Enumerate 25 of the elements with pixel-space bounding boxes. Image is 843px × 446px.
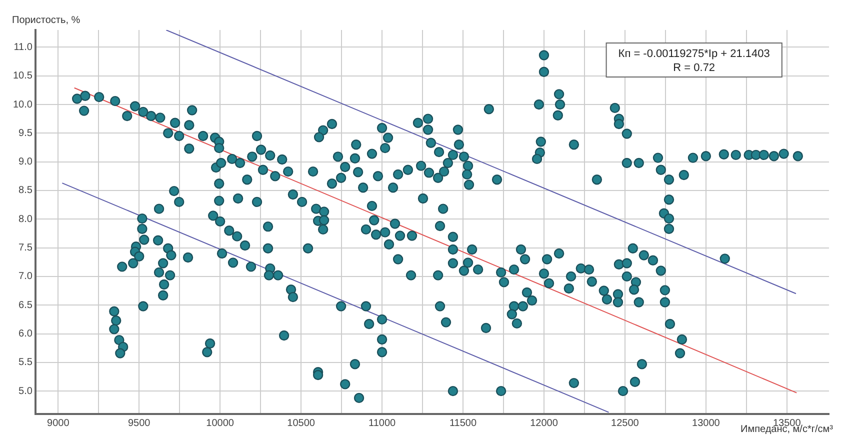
y-axis-title: Пористость, %: [12, 14, 80, 26]
x-tick-label: 11000: [368, 418, 396, 429]
y-tick-label: 5.5: [18, 357, 33, 368]
y-tick-label: 10.5: [12, 70, 33, 82]
y-tick-label: 6.0: [18, 328, 33, 340]
x-tick-label: 12500: [611, 418, 640, 429]
x-tick-label: 9000: [47, 418, 70, 429]
x-tick-label: 9500: [128, 418, 151, 429]
x-tick-label: 10000: [206, 418, 234, 429]
y-tick-label: 8.5: [18, 185, 33, 196]
x-tick-label: 10500: [287, 418, 316, 429]
y-tick-label: 11.0: [14, 42, 33, 53]
y-tick-label: 6.5: [18, 300, 33, 311]
y-tick-label: 7.0: [18, 271, 33, 282]
y-tick-label: 5.0: [18, 386, 33, 397]
annotation: R = 0.72: [673, 62, 716, 74]
x-tick-label: 13000: [692, 418, 720, 429]
y-tick-label: 9.5: [18, 128, 33, 139]
x-tick-label: 12000: [530, 418, 558, 429]
x-tick-label: 11500: [449, 418, 477, 429]
y-tick-label: 9.0: [18, 156, 33, 168]
y-tick-label: 7.5: [18, 242, 33, 254]
y-tick-label: 10.0: [12, 99, 33, 110]
annotation: Кп = -0.00119275*Iр + 21.1403: [618, 48, 770, 60]
y-tick-label: 8.0: [18, 214, 33, 225]
